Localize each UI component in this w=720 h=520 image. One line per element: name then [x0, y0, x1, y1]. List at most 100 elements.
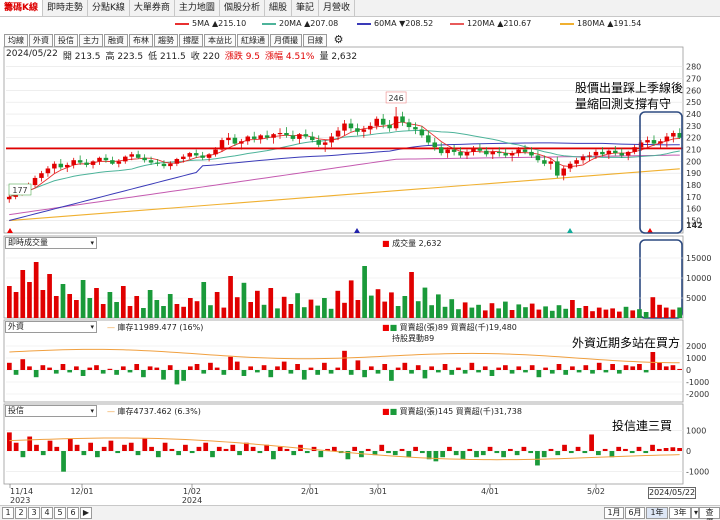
page-button[interactable]: 2	[15, 507, 27, 519]
bar-mark	[375, 289, 381, 318]
range-button[interactable]: 1月	[604, 507, 624, 519]
candle-body	[277, 132, 283, 135]
toolbar-button[interactable]: 布林	[129, 33, 153, 47]
tab-7[interactable]: 筆記	[292, 0, 319, 16]
range-button[interactable]: 1年	[646, 507, 668, 519]
tab-1[interactable]: 即時走勢	[43, 0, 88, 16]
toolbar-button[interactable]: 日線	[303, 33, 327, 47]
bar-mark	[61, 451, 66, 472]
x-tick-label: 5/02	[587, 487, 605, 496]
bar-mark	[501, 451, 506, 458]
toolbar-button[interactable]: 趨勢	[154, 33, 178, 47]
bar-mark	[114, 370, 119, 375]
toolbar-button[interactable]: 投信	[54, 33, 78, 47]
toolbar-button[interactable]: 均線	[4, 33, 28, 47]
candle-body	[406, 122, 412, 128]
bar-mark	[194, 364, 200, 370]
bar-mark	[94, 288, 99, 318]
tab-0[interactable]: 籌碼K線	[0, 0, 43, 16]
bar-mark	[80, 280, 86, 318]
bar-mark	[268, 370, 274, 378]
bar-mark	[456, 309, 461, 318]
range-button[interactable]: 3年	[669, 507, 691, 519]
bar-mark	[503, 301, 508, 318]
bar-mark	[402, 296, 408, 318]
range-button[interactable]: ▾	[691, 507, 699, 519]
candle-body	[496, 151, 502, 154]
bar-mark	[87, 298, 93, 318]
ma180-line	[9, 168, 680, 222]
bar-mark	[456, 367, 461, 370]
quote-volume: 量 2,632	[319, 52, 358, 62]
bar-mark	[563, 370, 569, 375]
foreign-days: 持股異動89	[392, 334, 435, 343]
panel-tick-label: -1000	[686, 468, 709, 477]
candle-body	[535, 155, 541, 161]
toolbar-button[interactable]: 撐壓	[179, 33, 203, 47]
bar-mark	[663, 307, 669, 318]
page-button[interactable]: 1	[2, 507, 14, 519]
foreign-select-value: 外資	[8, 322, 24, 331]
chevron-down-icon: ▾	[90, 407, 94, 415]
bar-mark	[174, 304, 180, 318]
volume-type-select[interactable]: 即時成交量 ▾	[5, 237, 97, 249]
bar-mark	[20, 270, 26, 318]
tab-3[interactable]: 大單券商	[130, 0, 175, 16]
bar-mark	[60, 364, 66, 370]
gear-icon[interactable]: ⚙	[333, 32, 344, 46]
candle-body	[148, 160, 154, 163]
bar-mark	[53, 370, 59, 374]
tab-4[interactable]: 主力地圖	[175, 0, 220, 16]
bar-mark	[174, 370, 180, 385]
candle-body	[123, 156, 128, 162]
tab-5[interactable]: 個股分析	[220, 0, 265, 16]
bar-mark	[228, 276, 233, 318]
toolbar-button[interactable]: 紅綠通	[237, 33, 269, 47]
page-button[interactable]: ▶	[80, 507, 92, 519]
trust-type-select[interactable]: 投信 ▾	[5, 405, 97, 417]
tab-6[interactable]: 細股	[265, 0, 292, 16]
bar-mark	[480, 451, 486, 456]
bar-mark	[610, 364, 615, 370]
bar-mark	[60, 284, 66, 318]
toolbar-button[interactable]: 主力	[79, 33, 103, 47]
candle-body	[52, 163, 57, 169]
candle-body	[671, 132, 676, 137]
bar-mark	[40, 451, 46, 456]
page-button[interactable]: 6	[67, 507, 79, 519]
bar-mark	[47, 367, 52, 370]
foreign-type-select[interactable]: 外資 ▾	[5, 321, 97, 333]
annotation-line-1: 股價出量踩上季線後	[575, 81, 684, 95]
chart-canvas[interactable]: 150 160 170 180 190 200 210 220 230 240 250 260 270 2…	[0, 0, 720, 505]
bar-mark	[489, 370, 495, 376]
candle-body	[438, 147, 444, 154]
bar-mark	[169, 448, 175, 451]
page-button[interactable]: 4	[41, 507, 53, 519]
candle-body	[168, 163, 173, 167]
range-button[interactable]: 查價	[699, 507, 720, 520]
candle-body	[368, 125, 373, 130]
candle-body	[645, 140, 650, 143]
toolbar-button[interactable]: 外資	[29, 33, 53, 47]
bar-mark	[328, 370, 334, 374]
toolbar-button[interactable]: 融資	[104, 33, 128, 47]
candle-body	[103, 157, 109, 161]
bar-mark	[315, 370, 321, 375]
ma-legend-item: 5MA ▲215.10	[175, 19, 246, 28]
bar-mark	[241, 370, 247, 376]
range-button[interactable]: 6月	[625, 507, 645, 519]
bar-mark	[295, 364, 300, 370]
toolbar-button[interactable]: 本益比	[204, 33, 236, 47]
bar-mark	[134, 296, 140, 318]
tab-8[interactable]: 月營收	[319, 0, 355, 16]
page-button[interactable]: 3	[28, 507, 40, 519]
tab-2[interactable]: 分點K線	[88, 0, 130, 16]
toolbar-button[interactable]: 月價撮	[270, 33, 302, 47]
bar-mark	[304, 451, 310, 454]
candle-body	[258, 135, 263, 139]
page-button[interactable]: 5	[54, 507, 66, 519]
quote-line: 2024/05/22 開 213.5 高 223.5 低 211.5 收 220…	[6, 49, 358, 62]
bar-mark	[40, 290, 46, 318]
bar-mark	[657, 362, 662, 370]
